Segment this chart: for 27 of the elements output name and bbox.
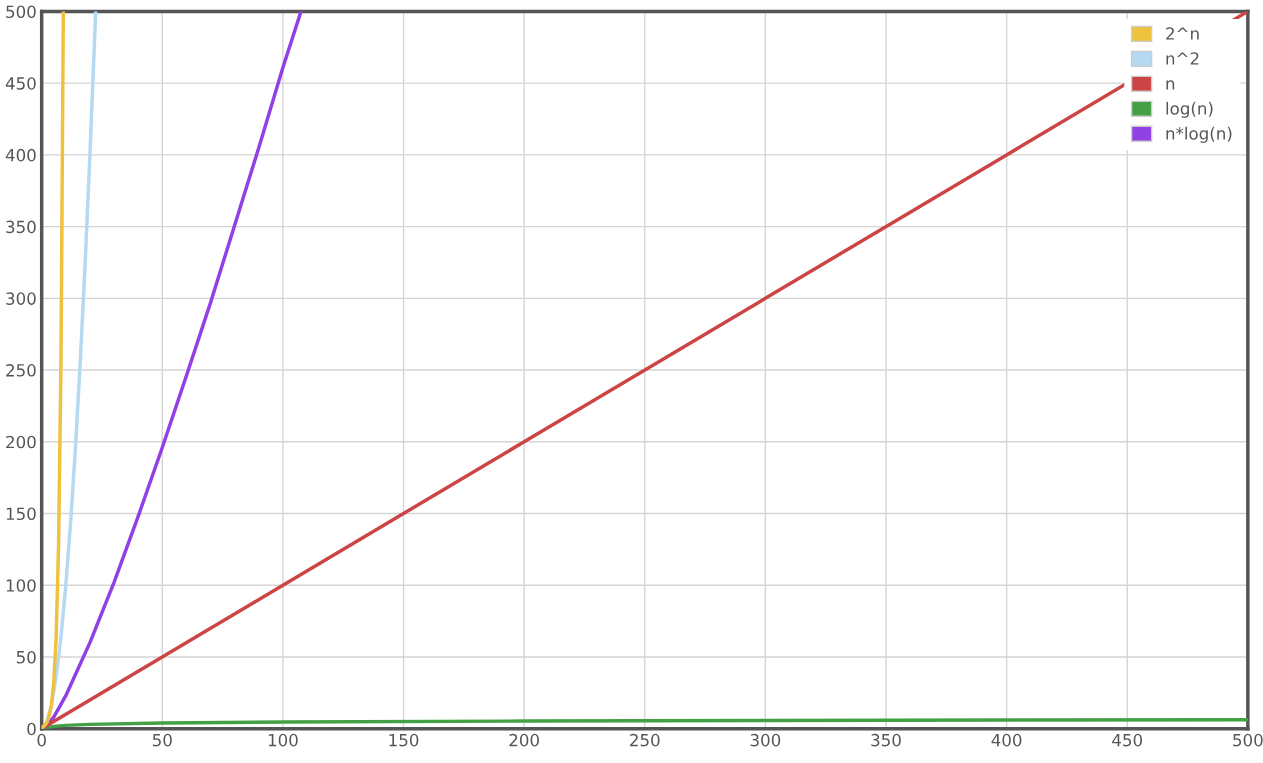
y-tick-label: 500	[6, 5, 36, 19]
y-tick-label: 200	[6, 435, 36, 449]
x-tick-label: 350	[871, 733, 901, 747]
y-tick-label: 300	[6, 292, 36, 305]
legend-label: n^2	[1166, 52, 1199, 65]
y-tick-label: 50	[16, 650, 36, 664]
x-tick-label: 400	[991, 733, 1022, 747]
x-tick-label: 50	[152, 733, 172, 747]
legend-label: n*log(n)	[1166, 126, 1232, 143]
y-tick-label: 0	[27, 722, 36, 736]
x-tick-label: 450	[1112, 733, 1143, 747]
x-tick-label: 150	[389, 733, 419, 747]
x-tick-label: 0	[37, 733, 46, 747]
y-tick-label: 350	[6, 220, 36, 234]
x-tick-label: 100	[268, 733, 298, 747]
y-tick-label: 400	[5, 148, 36, 162]
x-tick-label: 500	[1233, 733, 1263, 747]
x-tick-label: 200	[509, 733, 539, 747]
y-tick-label: 450	[5, 77, 36, 90]
x-tick-label: 300	[750, 733, 781, 747]
legend-label: log(n)	[1166, 101, 1213, 118]
y-tick-label: 100	[6, 579, 36, 592]
y-tick-label: 250	[6, 364, 36, 377]
legend-label: 2^n	[1166, 27, 1199, 40]
legend-label: n	[1166, 80, 1175, 90]
y-tick-label: 150	[6, 507, 36, 521]
x-tick-label: 250	[630, 733, 660, 747]
